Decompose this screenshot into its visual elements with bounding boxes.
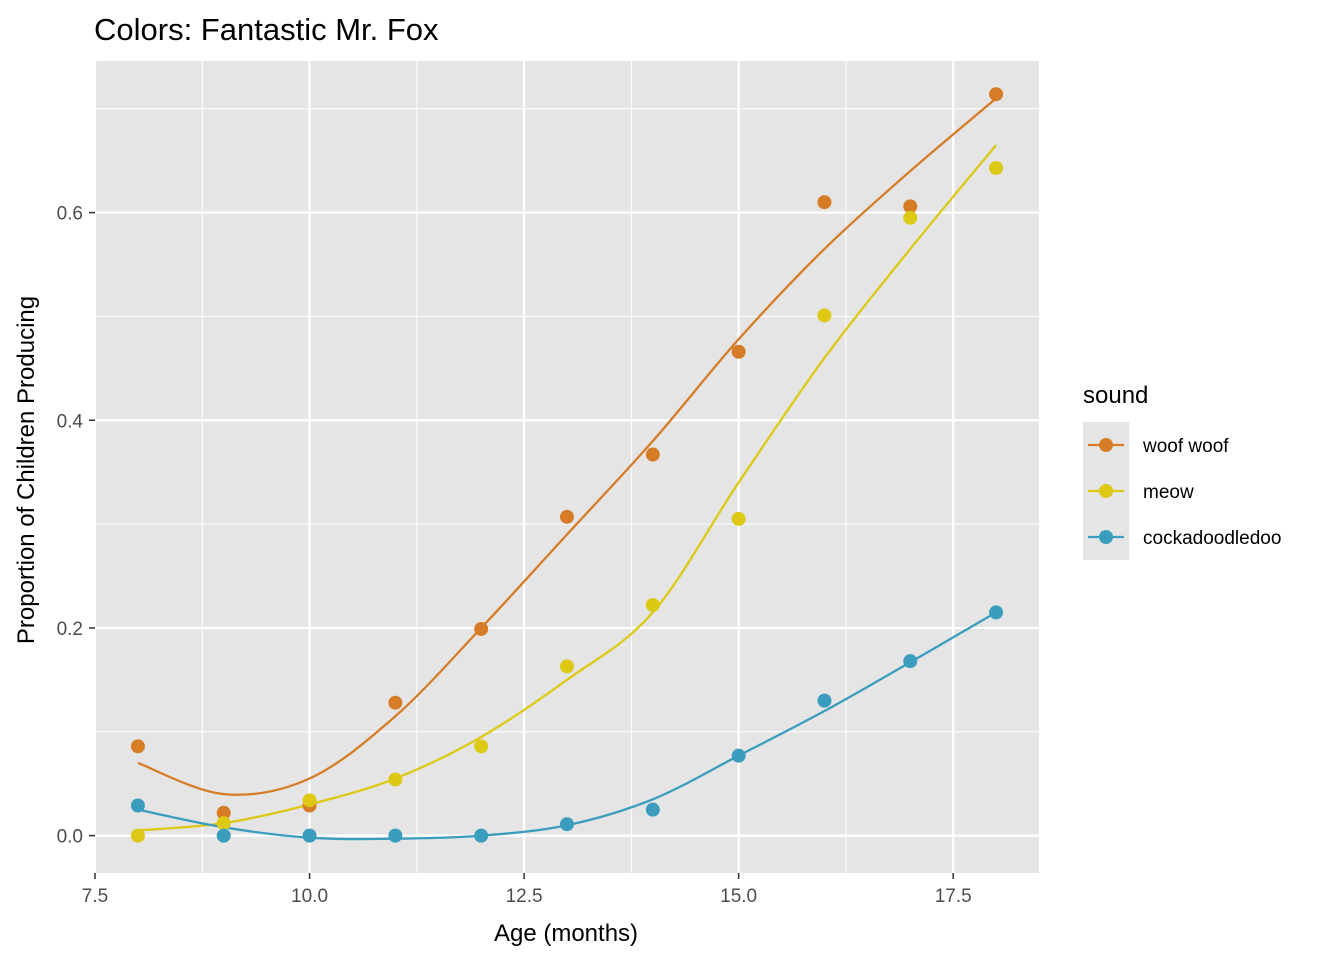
data-point-series-0 bbox=[817, 195, 832, 210]
data-point-series-0 bbox=[388, 695, 403, 710]
legend-key-point bbox=[1099, 530, 1113, 544]
data-point-series-0 bbox=[903, 199, 918, 214]
data-point-series-0 bbox=[560, 509, 574, 524]
data-point-series-1 bbox=[388, 772, 403, 787]
data-point-series-1 bbox=[560, 659, 574, 674]
data-point-series-2 bbox=[474, 828, 489, 843]
data-point-series-1 bbox=[474, 739, 489, 754]
data-point-series-0 bbox=[645, 447, 660, 462]
legend-label: meow bbox=[1143, 482, 1194, 503]
y-tick-label: 0.4 bbox=[57, 411, 84, 432]
data-point-series-1 bbox=[130, 828, 145, 843]
x-tick-label: 7.5 bbox=[82, 886, 108, 907]
data-point-series-1 bbox=[903, 210, 918, 225]
x-axis-title: Age (months) bbox=[494, 920, 638, 947]
data-point-series-1 bbox=[817, 308, 832, 323]
legend-key-point bbox=[1099, 484, 1113, 498]
data-point-series-2 bbox=[388, 828, 403, 843]
data-point-series-1 bbox=[645, 598, 660, 613]
plot-panel bbox=[93, 61, 1039, 873]
data-point-series-2 bbox=[216, 828, 231, 843]
data-point-series-2 bbox=[130, 798, 145, 813]
legend-label: cockadoodledoo bbox=[1143, 528, 1281, 549]
data-point-series-2 bbox=[817, 693, 832, 708]
data-point-series-1 bbox=[989, 160, 1004, 175]
data-point-series-2 bbox=[645, 802, 660, 817]
legend-label: woof woof bbox=[1142, 436, 1229, 457]
data-point-series-0 bbox=[474, 621, 489, 636]
data-point-series-0 bbox=[731, 344, 746, 359]
smooth-line-series-0 bbox=[137, 97, 997, 796]
legend-key-point bbox=[1099, 438, 1113, 452]
x-tick-label: 15.0 bbox=[720, 886, 757, 907]
x-tick-label: 12.5 bbox=[506, 886, 543, 907]
data-point-series-1 bbox=[216, 816, 231, 831]
y-tick-label: 0.2 bbox=[57, 619, 83, 640]
legend: sound woof woof meow cockadoodledoo bbox=[1083, 382, 1281, 560]
data-point-series-2 bbox=[560, 817, 574, 832]
legend-title: sound bbox=[1083, 382, 1148, 409]
y-axis-title: Proportion of Children Producing bbox=[13, 296, 40, 644]
data-point-series-2 bbox=[302, 828, 317, 843]
data-point-series-0 bbox=[216, 805, 231, 820]
smooth-line-series-1 bbox=[137, 144, 997, 832]
data-point-series-2 bbox=[731, 748, 746, 763]
data-point-series-0 bbox=[989, 87, 1004, 102]
data-point-series-1 bbox=[302, 793, 317, 808]
data-point-series-2 bbox=[903, 654, 918, 669]
x-axis: 7.5 10.0 12.5 15.0 17.5 bbox=[82, 873, 972, 907]
data-point-series-2 bbox=[989, 605, 1004, 620]
y-tick-label: 0.6 bbox=[57, 204, 83, 225]
data-point-series-1 bbox=[731, 511, 746, 526]
chart-title: Colors: Fantastic Mr. Fox bbox=[94, 12, 439, 47]
y-tick-label: 0.0 bbox=[57, 827, 83, 848]
x-tick-label: 17.5 bbox=[935, 886, 972, 907]
x-tick-label: 10.0 bbox=[291, 886, 328, 907]
y-axis: 0.0 0.2 0.4 0.6 bbox=[57, 204, 95, 848]
data-point-series-0 bbox=[130, 739, 145, 754]
